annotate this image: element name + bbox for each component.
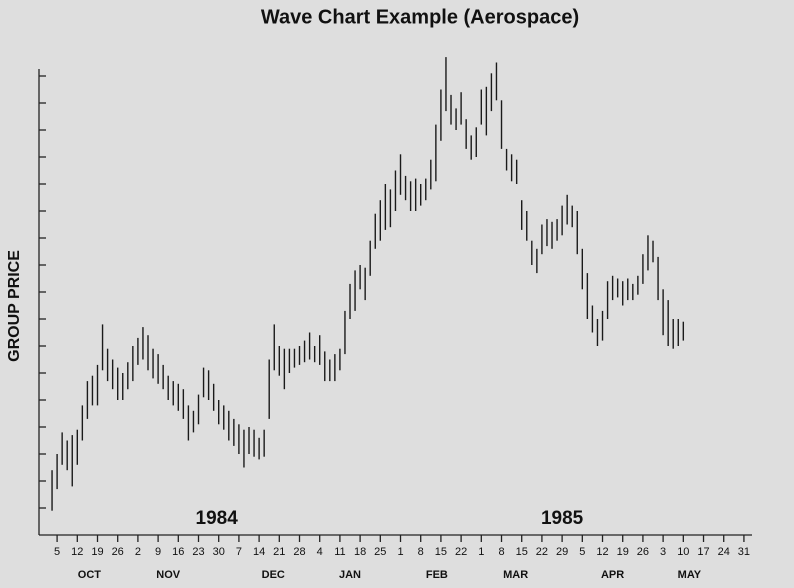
x-tick-label: 23 xyxy=(192,546,204,558)
x-tick-label: 8 xyxy=(418,546,424,558)
month-label: NOV xyxy=(156,569,181,581)
x-tick-label: 4 xyxy=(317,546,323,558)
x-tick-label: 29 xyxy=(556,546,568,558)
x-tick-label: 2 xyxy=(135,546,141,558)
year-label: 1984 xyxy=(196,508,239,529)
x-tick-label: 26 xyxy=(112,546,124,558)
year-label: 1985 xyxy=(541,508,584,529)
x-tick-label: 31 xyxy=(738,546,750,558)
month-label: JAN xyxy=(339,569,361,581)
x-tick-label: 17 xyxy=(697,546,709,558)
x-tick-label: 12 xyxy=(596,546,608,558)
month-label: MAY xyxy=(678,569,702,581)
y-axis-label: GROUP PRICE xyxy=(6,250,23,362)
x-tick-label: 16 xyxy=(172,546,184,558)
x-tick-label: 12 xyxy=(71,546,83,558)
x-tick-label: 18 xyxy=(354,546,366,558)
month-label: OCT xyxy=(78,569,102,581)
x-tick-label: 10 xyxy=(677,546,689,558)
x-tick-label: 1 xyxy=(478,546,484,558)
x-tick-label: 30 xyxy=(213,546,225,558)
x-tick-label: 8 xyxy=(498,546,504,558)
x-tick-label: 1 xyxy=(397,546,403,558)
x-tick-label: 15 xyxy=(516,546,528,558)
x-tick-label: 15 xyxy=(435,546,447,558)
month-label: DEC xyxy=(262,569,285,581)
x-tick-label: 9 xyxy=(155,546,161,558)
x-tick-label: 5 xyxy=(54,546,60,558)
x-tick-label: 24 xyxy=(718,546,730,558)
x-tick-label: 25 xyxy=(374,546,386,558)
x-tick-label: 22 xyxy=(536,546,548,558)
x-tick-label: 21 xyxy=(273,546,285,558)
chart-title: Wave Chart Example (Aerospace) xyxy=(261,6,579,28)
x-tick-label: 26 xyxy=(637,546,649,558)
month-label: MAR xyxy=(503,569,528,581)
x-tick-label: 14 xyxy=(253,546,265,558)
x-tick-label: 19 xyxy=(91,546,103,558)
x-tick-label: 28 xyxy=(293,546,305,558)
x-tick-label: 3 xyxy=(660,546,666,558)
x-tick-label: 11 xyxy=(334,546,345,558)
x-tick-label: 5 xyxy=(579,546,585,558)
month-label: FEB xyxy=(426,569,448,581)
x-tick-label: 19 xyxy=(617,546,629,558)
x-tick-label: 22 xyxy=(455,546,467,558)
x-tick-label: 7 xyxy=(236,546,242,558)
month-label: APR xyxy=(601,569,624,581)
